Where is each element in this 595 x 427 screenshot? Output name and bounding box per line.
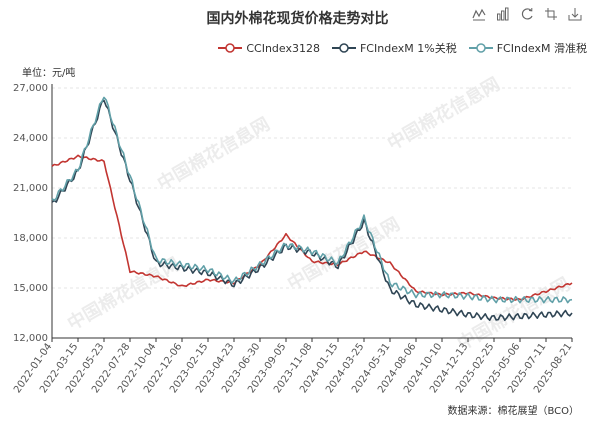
save-image-icon[interactable] [567,6,583,22]
legend-label: FCIndexM 1%关税 [359,42,457,55]
legend-label: CCIndex3128 [246,41,320,55]
legend-item-fcindex-1pct[interactable]: FCIndexM 1%关税 [331,40,457,56]
legend-item-fcindex-sliding[interactable]: FCIndexM 滑准税 [468,40,587,56]
line-icon[interactable] [471,6,487,22]
y-tick-label: 21,000 [13,183,48,194]
y-tick-label: 18,000 [13,233,48,244]
bar-icon[interactable] [495,6,511,22]
y-tick-label: 27,000 [13,83,48,94]
y-tick-label: 15,000 [13,283,48,294]
unit-label: 单位：元/吨 [22,68,76,79]
chart-legend: CCIndex3128 FCIndexM 1%关税 FCIndexM 滑准税 [218,40,587,56]
legend-label: FCIndexM 滑准税 [496,42,587,55]
restore-icon[interactable] [543,6,559,22]
data-source: 数据来源：棉花展望（BCO） [447,406,579,417]
chart-title: 国内外棉花现货价格走势对比 [206,11,389,27]
legend-item-ccindex[interactable]: CCIndex3128 [218,40,320,56]
series-line-2 [51,96,573,304]
y-tick-label: 12,000 [13,333,48,344]
y-tick-label: 24,000 [13,133,48,144]
series-line-1 [51,99,573,322]
series-line-0 [51,154,573,301]
chart-toolbar [471,6,583,22]
refresh-icon[interactable] [519,6,535,22]
